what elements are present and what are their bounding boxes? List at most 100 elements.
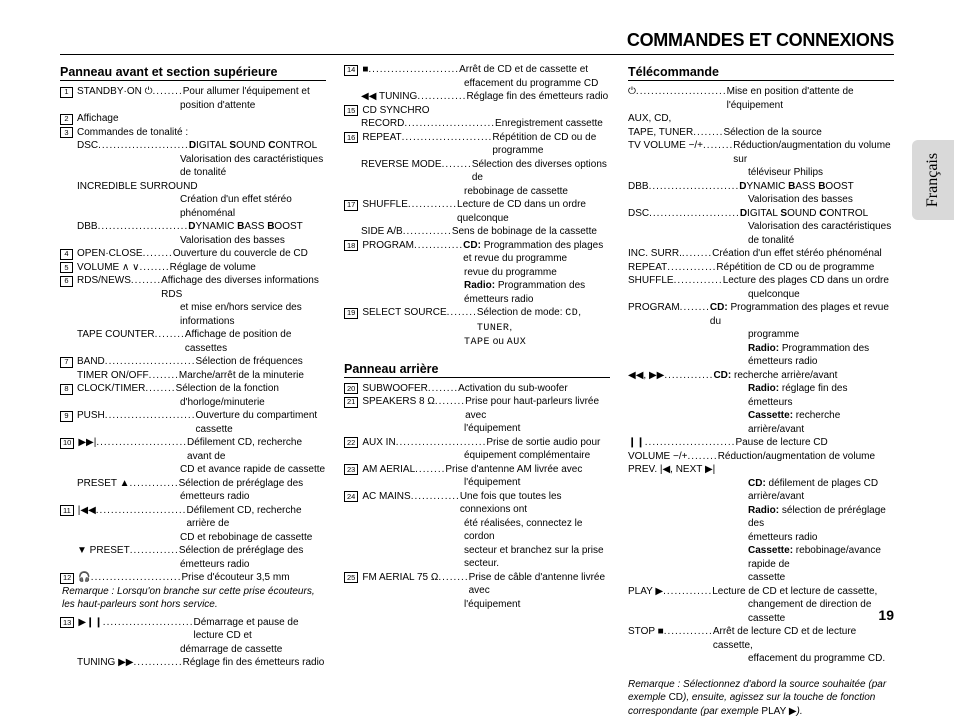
item-desc-cont: émetteurs radio xyxy=(344,293,610,307)
item-desc-cont: l'équipement xyxy=(344,476,610,490)
item-desc-cont: émetteurs radio xyxy=(60,558,326,572)
item-desc: Marche/arrêt de la minuterie xyxy=(179,369,326,383)
item-desc: DIGITAL SOUND CONTROL xyxy=(189,139,326,153)
item-desc-cont: d'horloge/minuterie xyxy=(60,396,326,410)
item-label: TUNING ▶▶ xyxy=(77,656,134,670)
item-desc: DYNAMIC BASS BOOST xyxy=(739,180,894,194)
item-num: 19 xyxy=(344,308,358,319)
item-num: 20 xyxy=(344,383,358,394)
item-desc-cont: Radio: réglage fin des émetteurs xyxy=(628,382,894,409)
item-desc: Prise de câble d'antenne livrée avec xyxy=(469,571,610,598)
item-label: SELECT SOURCE xyxy=(362,306,446,320)
item-desc: Réglage fin des émetteurs radio xyxy=(183,656,326,670)
column-remote: Télécommande ⏻Mise en position d'attente… xyxy=(628,63,894,718)
item-label: PROGRAM xyxy=(628,301,680,315)
item-desc-cont: CD et rebobinage de cassette xyxy=(60,531,326,545)
remark-text: Remarque : Sélectionnez d'abord la sourc… xyxy=(628,678,894,719)
item-label: AM AERIAL xyxy=(362,463,415,477)
item-num: 6 xyxy=(60,276,73,287)
page-title: COMMANDES ET CONNEXIONS xyxy=(60,30,894,55)
item-num: 11 xyxy=(60,505,74,516)
item-label: ▼ PRESET xyxy=(77,544,130,558)
item-label: ◀◀, ▶▶ xyxy=(628,369,664,383)
item-desc: CD: recherche arrière/avant xyxy=(713,369,894,383)
item-desc: Réduction/augmentation de volume xyxy=(718,450,894,464)
item-desc-cont: CD: défilement de plages CD arrière/avan… xyxy=(628,477,894,504)
item-num: 23 xyxy=(344,464,358,475)
item-label: |◀◀ xyxy=(78,504,96,518)
item-desc-cont: changement de direction de cassette xyxy=(628,598,894,625)
item-desc: Démarrage et pause de lecture CD et xyxy=(193,616,326,643)
item-desc-cont: Valorisation des caractéristiques de ton… xyxy=(60,153,326,180)
item-desc-cont: Radio: Programmation des xyxy=(344,279,610,293)
item-desc-cont: Radio: sélection de préréglage des xyxy=(628,504,894,531)
item-desc: Affichage des diverses informations RDS xyxy=(161,274,326,301)
content-columns: Panneau avant et section supérieure 1STA… xyxy=(60,63,894,718)
item-label: TAPE, TUNER xyxy=(628,126,693,140)
item-label: DSC xyxy=(77,139,98,153)
item-desc-cont: revue du programme xyxy=(344,266,610,280)
item-label: AUX, CD, xyxy=(628,112,671,126)
section-title-remote: Télécommande xyxy=(628,65,894,81)
section-title-front: Panneau avant et section supérieure xyxy=(60,65,326,81)
item-desc-cont: effacement du programme CD. xyxy=(628,652,894,666)
item-desc: Défilement CD, recherche arrière de xyxy=(186,504,326,531)
item-desc-cont: secteur et branchez sur la prise secteur… xyxy=(344,544,610,571)
item-desc-cont: et mise en/hors service des informations xyxy=(60,301,326,328)
item-label: SHUFFLE xyxy=(362,198,408,212)
item-label: ❙❙ xyxy=(628,436,645,450)
item-num: 17 xyxy=(344,200,358,211)
item-desc-cont: rebobinage de cassette xyxy=(344,185,610,199)
item-desc: Activation du sub-woofer xyxy=(458,382,610,396)
item-desc: Défilement CD, recherche avant de xyxy=(187,436,326,463)
item-desc-cont: Valorisation des caractéristiques de ton… xyxy=(628,220,894,247)
item-desc: Lecture de CD dans un ordre quelconque xyxy=(457,198,610,225)
item-desc: Sélection de la source xyxy=(723,126,894,140)
item-desc-cont: l'équipement xyxy=(344,598,610,612)
item-label: TIMER ON/OFF xyxy=(77,369,149,383)
item-desc-cont: Valorisation des basses xyxy=(628,193,894,207)
manual-page: COMMANDES ET CONNEXIONS Panneau avant et… xyxy=(0,0,954,728)
item-desc: Arrêt de CD et de cassette et xyxy=(459,63,610,77)
item-desc: Commandes de tonalité : xyxy=(77,126,326,140)
item-label: STOP ■ xyxy=(628,625,664,639)
item-desc-cont: émetteurs radio xyxy=(628,531,894,545)
item-desc: Prise de sortie audio pour xyxy=(486,436,610,450)
item-desc: Affichage xyxy=(77,112,326,126)
item-label: SUBWOOFER xyxy=(362,382,428,396)
item-desc-cont: CD et avance rapide de cassette xyxy=(60,463,326,477)
item-num: 12 xyxy=(60,573,74,584)
item-num: 24 xyxy=(344,491,358,502)
remark-text: Remarque : Lorsqu'on branche sur cette p… xyxy=(60,585,326,612)
item-desc: Ouverture du couvercle de CD xyxy=(173,247,326,261)
item-desc: Sélection de préréglage des xyxy=(179,477,326,491)
item-desc-cont: position d'attente xyxy=(60,99,326,113)
item-desc: CD: Programmation des plages et revue du xyxy=(710,301,894,328)
item-label: TV VOLUME −/+ xyxy=(628,139,703,153)
item-num: 16 xyxy=(344,132,358,143)
item-label: RDS/NEWS xyxy=(77,274,131,288)
item-num: 13 xyxy=(60,617,74,628)
item-num: 22 xyxy=(344,437,358,448)
item-desc: Affichage de position de cassettes xyxy=(185,328,326,355)
item-num: 1 xyxy=(60,87,73,98)
item-label: ▶▶| xyxy=(78,436,96,450)
item-label: PLAY ▶ xyxy=(628,585,663,599)
item-num: 14 xyxy=(344,65,358,76)
item-num: 7 xyxy=(60,357,73,368)
item-label: ⏻ xyxy=(628,85,636,99)
item-num: 5 xyxy=(60,262,73,273)
item-desc-cont: équipement complémentaire xyxy=(344,449,610,463)
item-label: TAPE COUNTER xyxy=(77,328,155,342)
item-desc: Lecture des plages CD dans un ordre xyxy=(723,274,894,288)
item-desc: Prise d'antenne AM livrée avec xyxy=(445,463,610,477)
item-desc: Sélection de mode: CD, TUNER, xyxy=(477,306,610,335)
item-desc: Répétition de CD ou de programme xyxy=(716,261,894,275)
item-desc-cont: Création d'un effet stéréo phénoménal xyxy=(60,193,326,220)
item-desc-cont: Radio: Programmation des émetteurs radio xyxy=(628,342,894,369)
item-desc-cont: Cassette: recherche arrière/avant xyxy=(628,409,894,436)
item-desc: Ouverture du compartiment cassette xyxy=(195,409,326,436)
item-desc: Sélection des diverses options de xyxy=(472,158,610,185)
item-label: SHUFFLE xyxy=(628,274,674,288)
item-label: PRESET ▲ xyxy=(77,477,130,491)
